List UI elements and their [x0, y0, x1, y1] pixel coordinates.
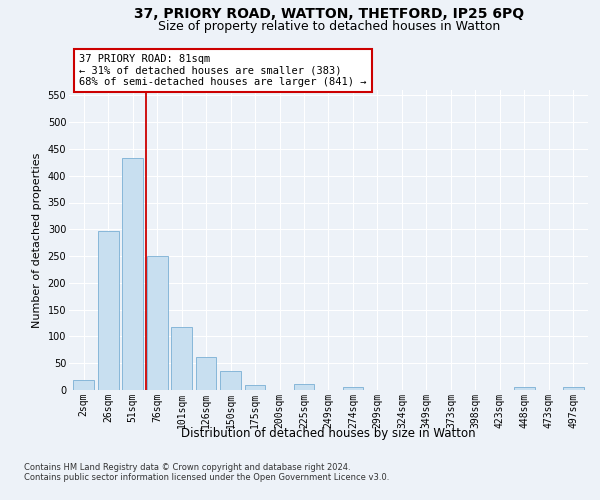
- Bar: [563, 388, 584, 390]
- Bar: [220, 370, 241, 390]
- Bar: [147, 256, 167, 390]
- Bar: [343, 387, 364, 390]
- Bar: [73, 380, 94, 390]
- Text: Contains HM Land Registry data © Crown copyright and database right 2024.: Contains HM Land Registry data © Crown c…: [24, 462, 350, 471]
- Text: Distribution of detached houses by size in Watton: Distribution of detached houses by size …: [181, 428, 476, 440]
- Bar: [245, 385, 265, 390]
- Y-axis label: Number of detached properties: Number of detached properties: [32, 152, 42, 328]
- Bar: [293, 384, 314, 390]
- Bar: [196, 357, 217, 390]
- Bar: [171, 327, 192, 390]
- Text: 37, PRIORY ROAD, WATTON, THETFORD, IP25 6PQ: 37, PRIORY ROAD, WATTON, THETFORD, IP25 …: [134, 8, 524, 22]
- Text: Contains public sector information licensed under the Open Government Licence v3: Contains public sector information licen…: [24, 472, 389, 482]
- Bar: [514, 388, 535, 390]
- Text: 37 PRIORY ROAD: 81sqm
← 31% of detached houses are smaller (383)
68% of semi-det: 37 PRIORY ROAD: 81sqm ← 31% of detached …: [79, 54, 367, 87]
- Bar: [98, 231, 119, 390]
- Text: Size of property relative to detached houses in Watton: Size of property relative to detached ho…: [158, 20, 500, 33]
- Bar: [122, 158, 143, 390]
